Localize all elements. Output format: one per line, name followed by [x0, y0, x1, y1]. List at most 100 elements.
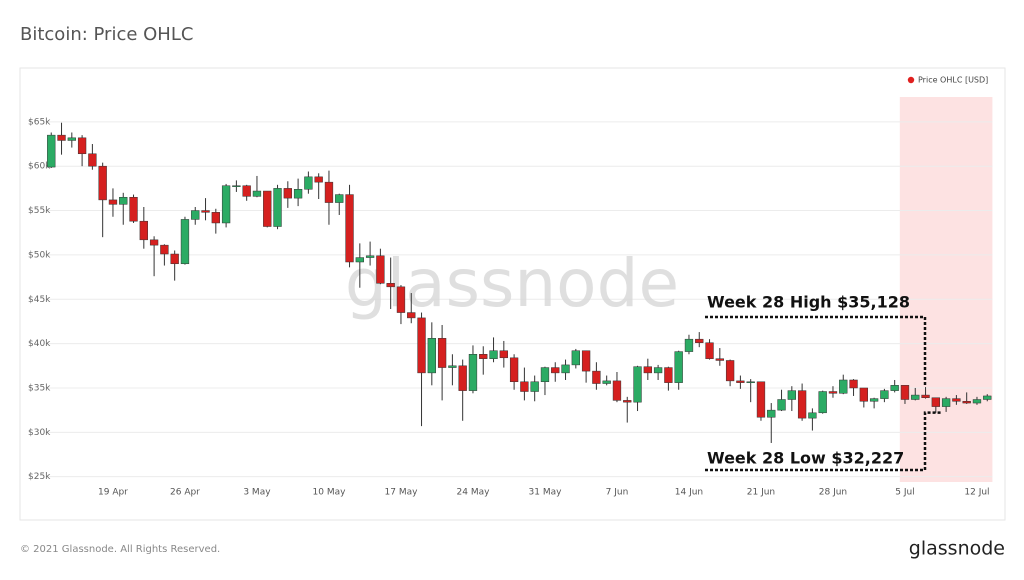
candle-body — [612, 380, 622, 401]
candle-body — [849, 379, 858, 389]
legend-label: Price OHLC [USD] — [918, 76, 988, 85]
candle-body — [695, 338, 704, 343]
candle-body — [581, 350, 591, 372]
candle-body — [818, 391, 827, 414]
candle-body — [242, 185, 251, 197]
candle-body — [592, 370, 601, 384]
candle-body — [674, 351, 683, 383]
candle-body — [160, 244, 169, 255]
candle-body — [571, 350, 580, 366]
x-tick-label: 5 Jul — [895, 488, 914, 498]
candle-body — [335, 194, 344, 203]
candle-body — [561, 364, 570, 374]
candle-body — [57, 134, 66, 141]
y-tick-label: $65k — [28, 117, 51, 127]
candle-body — [777, 399, 786, 411]
x-tick-label: 19 Apr — [98, 488, 128, 498]
candle-body — [355, 257, 364, 263]
candle-body — [623, 400, 632, 403]
candle-body — [509, 357, 519, 383]
x-tick-label: 7 Jun — [606, 488, 629, 498]
candle-body — [530, 381, 539, 392]
candle-body — [149, 239, 159, 246]
candle-body — [684, 338, 694, 352]
annotation-label: Week 28 Low $32,227 — [707, 449, 904, 468]
candle-body — [859, 387, 868, 402]
candle-body — [98, 165, 107, 201]
y-tick-label: $30k — [28, 428, 51, 438]
chart-title: Bitcoin: Price OHLC — [20, 24, 193, 45]
candle-body — [767, 409, 776, 418]
candle-body — [828, 391, 838, 394]
x-tick-label: 26 Apr — [170, 488, 200, 498]
candle-body — [931, 397, 940, 407]
candle-body — [869, 398, 879, 402]
x-tick-label: 3 May — [243, 488, 271, 498]
candle-body — [952, 398, 961, 402]
watermark: glassnode — [345, 245, 679, 322]
candle-body — [180, 219, 190, 265]
candle-body — [725, 360, 735, 382]
candle-body — [376, 255, 385, 284]
candle-body — [602, 380, 611, 384]
candle-body — [108, 199, 118, 205]
candle-body — [283, 188, 292, 199]
candle-body — [201, 210, 210, 213]
candle-body — [890, 385, 899, 391]
candle-body — [386, 283, 395, 288]
candle-body — [479, 354, 488, 359]
candle-body — [489, 350, 498, 359]
x-tick-label: 12 Jul — [964, 488, 989, 498]
y-tick-label: $55k — [28, 206, 51, 216]
candle-body — [499, 350, 508, 359]
candle-body — [273, 188, 282, 227]
annotation-bracket — [705, 315, 927, 387]
candle-body — [345, 194, 354, 263]
candle-body — [211, 212, 220, 224]
candle-body — [520, 381, 529, 392]
candle-body — [839, 379, 848, 394]
candle-body — [77, 137, 87, 155]
candle-body — [170, 253, 179, 265]
candle-body — [880, 390, 889, 399]
x-tick-label: 28 Jun — [819, 488, 847, 498]
candle-body — [427, 338, 436, 374]
x-tick-label: 14 Jun — [675, 488, 703, 498]
candle-body — [47, 134, 56, 168]
candle-body — [941, 398, 951, 407]
y-tick-label: $45k — [28, 295, 51, 305]
y-tick-label: $25k — [28, 472, 51, 482]
y-tick-label: $40k — [28, 339, 51, 349]
candle-body — [653, 367, 663, 374]
candle-body — [736, 380, 745, 383]
candle-body — [921, 394, 930, 398]
candle-body — [232, 185, 241, 187]
footer: © 2021 Glassnode. All Rights Reserved. — [20, 544, 220, 555]
candle-body — [551, 367, 560, 374]
candle-body — [787, 390, 796, 400]
candle-body — [983, 395, 992, 400]
candle-body — [664, 367, 673, 383]
candle-body — [437, 338, 447, 368]
x-tick-label: 24 May — [457, 488, 491, 498]
candle-body — [221, 185, 231, 224]
candle-body — [911, 394, 920, 400]
chart-frame — [19, 67, 1006, 521]
x-tick-label: 21 Jun — [747, 488, 775, 498]
candle-body — [396, 286, 406, 313]
y-tick-label: $35k — [28, 383, 51, 393]
highlight-region — [899, 97, 993, 482]
candle-body — [88, 153, 97, 167]
candle-body — [293, 189, 303, 199]
candle-body — [191, 210, 200, 220]
candle-body — [797, 390, 807, 419]
candle-body — [715, 358, 724, 361]
candle-body — [365, 255, 375, 258]
candle-body — [304, 176, 313, 190]
candle-body — [252, 190, 262, 197]
candle-body — [407, 312, 416, 319]
candle-body — [468, 354, 478, 391]
candle-body — [900, 385, 910, 400]
